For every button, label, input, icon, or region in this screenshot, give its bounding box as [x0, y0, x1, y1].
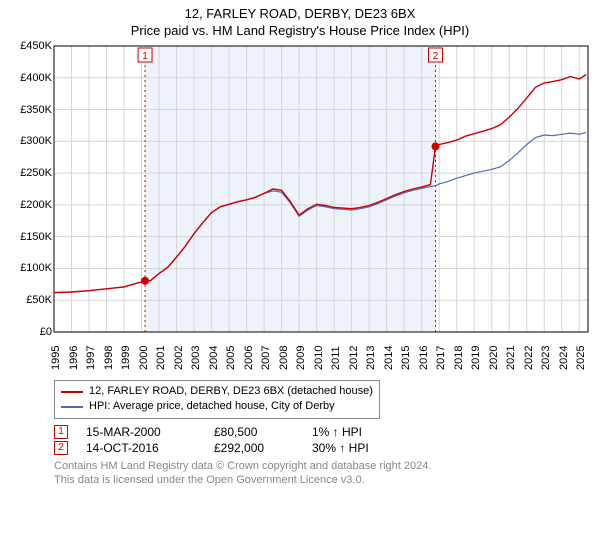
sale-date: 14-OCT-2016	[86, 441, 196, 455]
y-tick-label: £350K	[10, 104, 52, 116]
y-tick-label: £200K	[10, 199, 52, 211]
x-tick-label: 1997	[85, 346, 97, 370]
x-tick-label: 2024	[558, 346, 570, 370]
sale-delta: 30% ↑ HPI	[312, 441, 422, 455]
x-tick-label: 2017	[435, 346, 447, 370]
x-tick-label: 2007	[260, 346, 272, 370]
chart-canvas: 12	[8, 42, 592, 338]
sale-price: £80,500	[214, 425, 294, 439]
x-tick-label: 2004	[208, 346, 220, 370]
footnote-line2: This data is licensed under the Open Gov…	[54, 473, 592, 487]
svg-text:1: 1	[142, 51, 148, 62]
x-tick-label: 2005	[225, 346, 237, 370]
y-tick-label: £250K	[10, 167, 52, 179]
sale-row: 1 15-MAR-2000 £80,500 1% ↑ HPI	[54, 425, 592, 439]
x-tick-label: 2022	[523, 346, 535, 370]
x-tick-label: 2001	[155, 346, 167, 370]
x-tick-label: 2016	[418, 346, 430, 370]
x-tick-label: 2006	[243, 346, 255, 370]
y-tick-label: £100K	[10, 262, 52, 274]
y-tick-label: £400K	[10, 72, 52, 84]
x-tick-label: 2019	[470, 346, 482, 370]
footnote-line1: Contains HM Land Registry data © Crown c…	[54, 459, 592, 473]
x-tick-label: 2018	[453, 346, 465, 370]
legend-row: 12, FARLEY ROAD, DERBY, DE23 6BX (detach…	[61, 384, 373, 399]
x-tick-label: 1996	[68, 346, 80, 370]
x-tick-label: 2002	[173, 346, 185, 370]
x-tick-label: 2009	[295, 346, 307, 370]
y-tick-label: £0	[10, 326, 52, 338]
sale-marker: 1	[54, 425, 68, 439]
x-tick-label: 2012	[348, 346, 360, 370]
y-tick-label: £50K	[10, 294, 52, 306]
x-tick-label: 2020	[488, 346, 500, 370]
x-tick-label: 2014	[383, 346, 395, 370]
x-tick-label: 1999	[120, 346, 132, 370]
sale-date: 15-MAR-2000	[86, 425, 196, 439]
legend-label: 12, FARLEY ROAD, DERBY, DE23 6BX (detach…	[89, 384, 373, 399]
x-tick-label: 2021	[505, 346, 517, 370]
chart-subtitle: Price paid vs. HM Land Registry's House …	[8, 23, 592, 38]
x-tick-label: 2023	[540, 346, 552, 370]
price-chart: £0 £50K £100K £150K £200K £250K £300K £350K £400…	[8, 42, 592, 376]
x-tick-label: 2010	[313, 346, 325, 370]
svg-text:2: 2	[433, 51, 439, 62]
x-tick-label: 2013	[365, 346, 377, 370]
y-tick-label: £300K	[10, 135, 52, 147]
x-tick-label: 2008	[278, 346, 290, 370]
footnote: Contains HM Land Registry data © Crown c…	[54, 459, 592, 488]
legend-swatch	[61, 406, 83, 408]
legend-row: HPI: Average price, detached house, City…	[61, 399, 373, 414]
y-tick-label: £150K	[10, 231, 52, 243]
x-tick-label: 1998	[103, 346, 115, 370]
x-tick-label: 2003	[190, 346, 202, 370]
x-tick-label: 2000	[138, 346, 150, 370]
legend-swatch	[61, 391, 83, 393]
sale-price: £292,000	[214, 441, 294, 455]
sale-row: 2 14-OCT-2016 £292,000 30% ↑ HPI	[54, 441, 592, 455]
chart-title: 12, FARLEY ROAD, DERBY, DE23 6BX	[8, 6, 592, 21]
sale-marker: 2	[54, 441, 68, 455]
x-tick-label: 2015	[400, 346, 412, 370]
y-tick-label: £450K	[10, 40, 52, 52]
x-tick-label: 1995	[50, 346, 62, 370]
x-tick-label: 2011	[330, 346, 342, 370]
legend-label: HPI: Average price, detached house, City…	[89, 399, 335, 414]
legend: 12, FARLEY ROAD, DERBY, DE23 6BX (detach…	[54, 380, 380, 419]
x-tick-label: 2025	[575, 346, 587, 370]
sale-delta: 1% ↑ HPI	[312, 425, 422, 439]
